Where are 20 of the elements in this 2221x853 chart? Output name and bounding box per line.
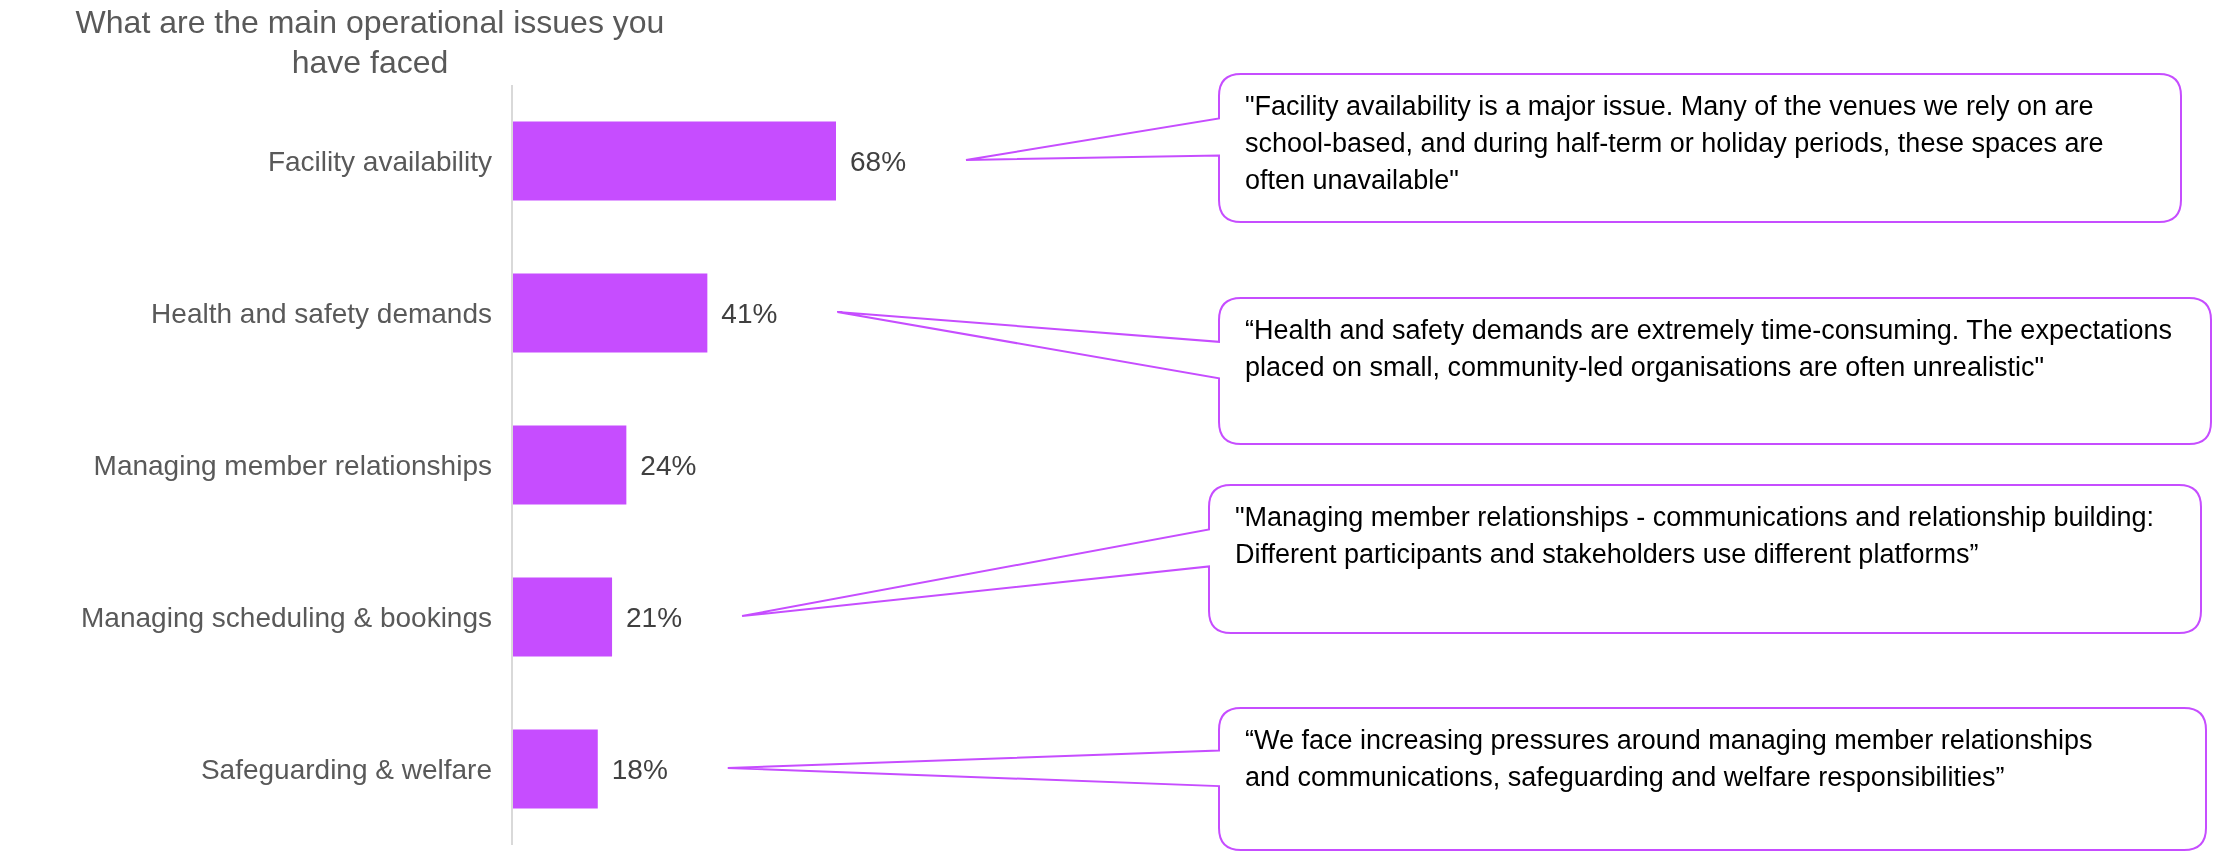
data-label: 24% <box>640 449 697 481</box>
data-label: 18% <box>611 753 668 785</box>
data-label: 41% <box>721 297 778 329</box>
bar <box>512 577 613 657</box>
chart-title: What are the main operational issues you have faced <box>74 3 666 82</box>
data-label: 21% <box>626 601 683 633</box>
y-tick-label: Safeguarding & welfare <box>200 753 492 785</box>
text: “Health and safety demands are extremely time-consuming. The expectations placed on small, community-led organisations are often unrealistic" <box>1245 314 2173 384</box>
y-tick-label: Health and safety demands <box>151 297 492 329</box>
text: "Facility availability is a major issue. Many of the venues we rely on are school-based, and during half-term or holiday periods, these spaces are often unavailable" <box>1245 90 2105 197</box>
data-label: 68% <box>850 145 907 177</box>
text: "Managing member relationships - communications and relationship building: Different participants and stakeholders use different platforms” <box>1235 501 2156 571</box>
bar <box>512 273 708 353</box>
y-tick-label: Facility availability <box>267 145 492 177</box>
y-tick-label: Managing scheduling & bookings <box>81 601 492 633</box>
bar <box>512 121 836 201</box>
bar <box>512 425 627 505</box>
bar <box>512 729 598 809</box>
text: “We face increasing pressures around managing member relationships and communications, safeguarding and welfare responsibilities” <box>1245 724 2094 794</box>
y-tick-label: Managing member relationships <box>93 449 492 481</box>
